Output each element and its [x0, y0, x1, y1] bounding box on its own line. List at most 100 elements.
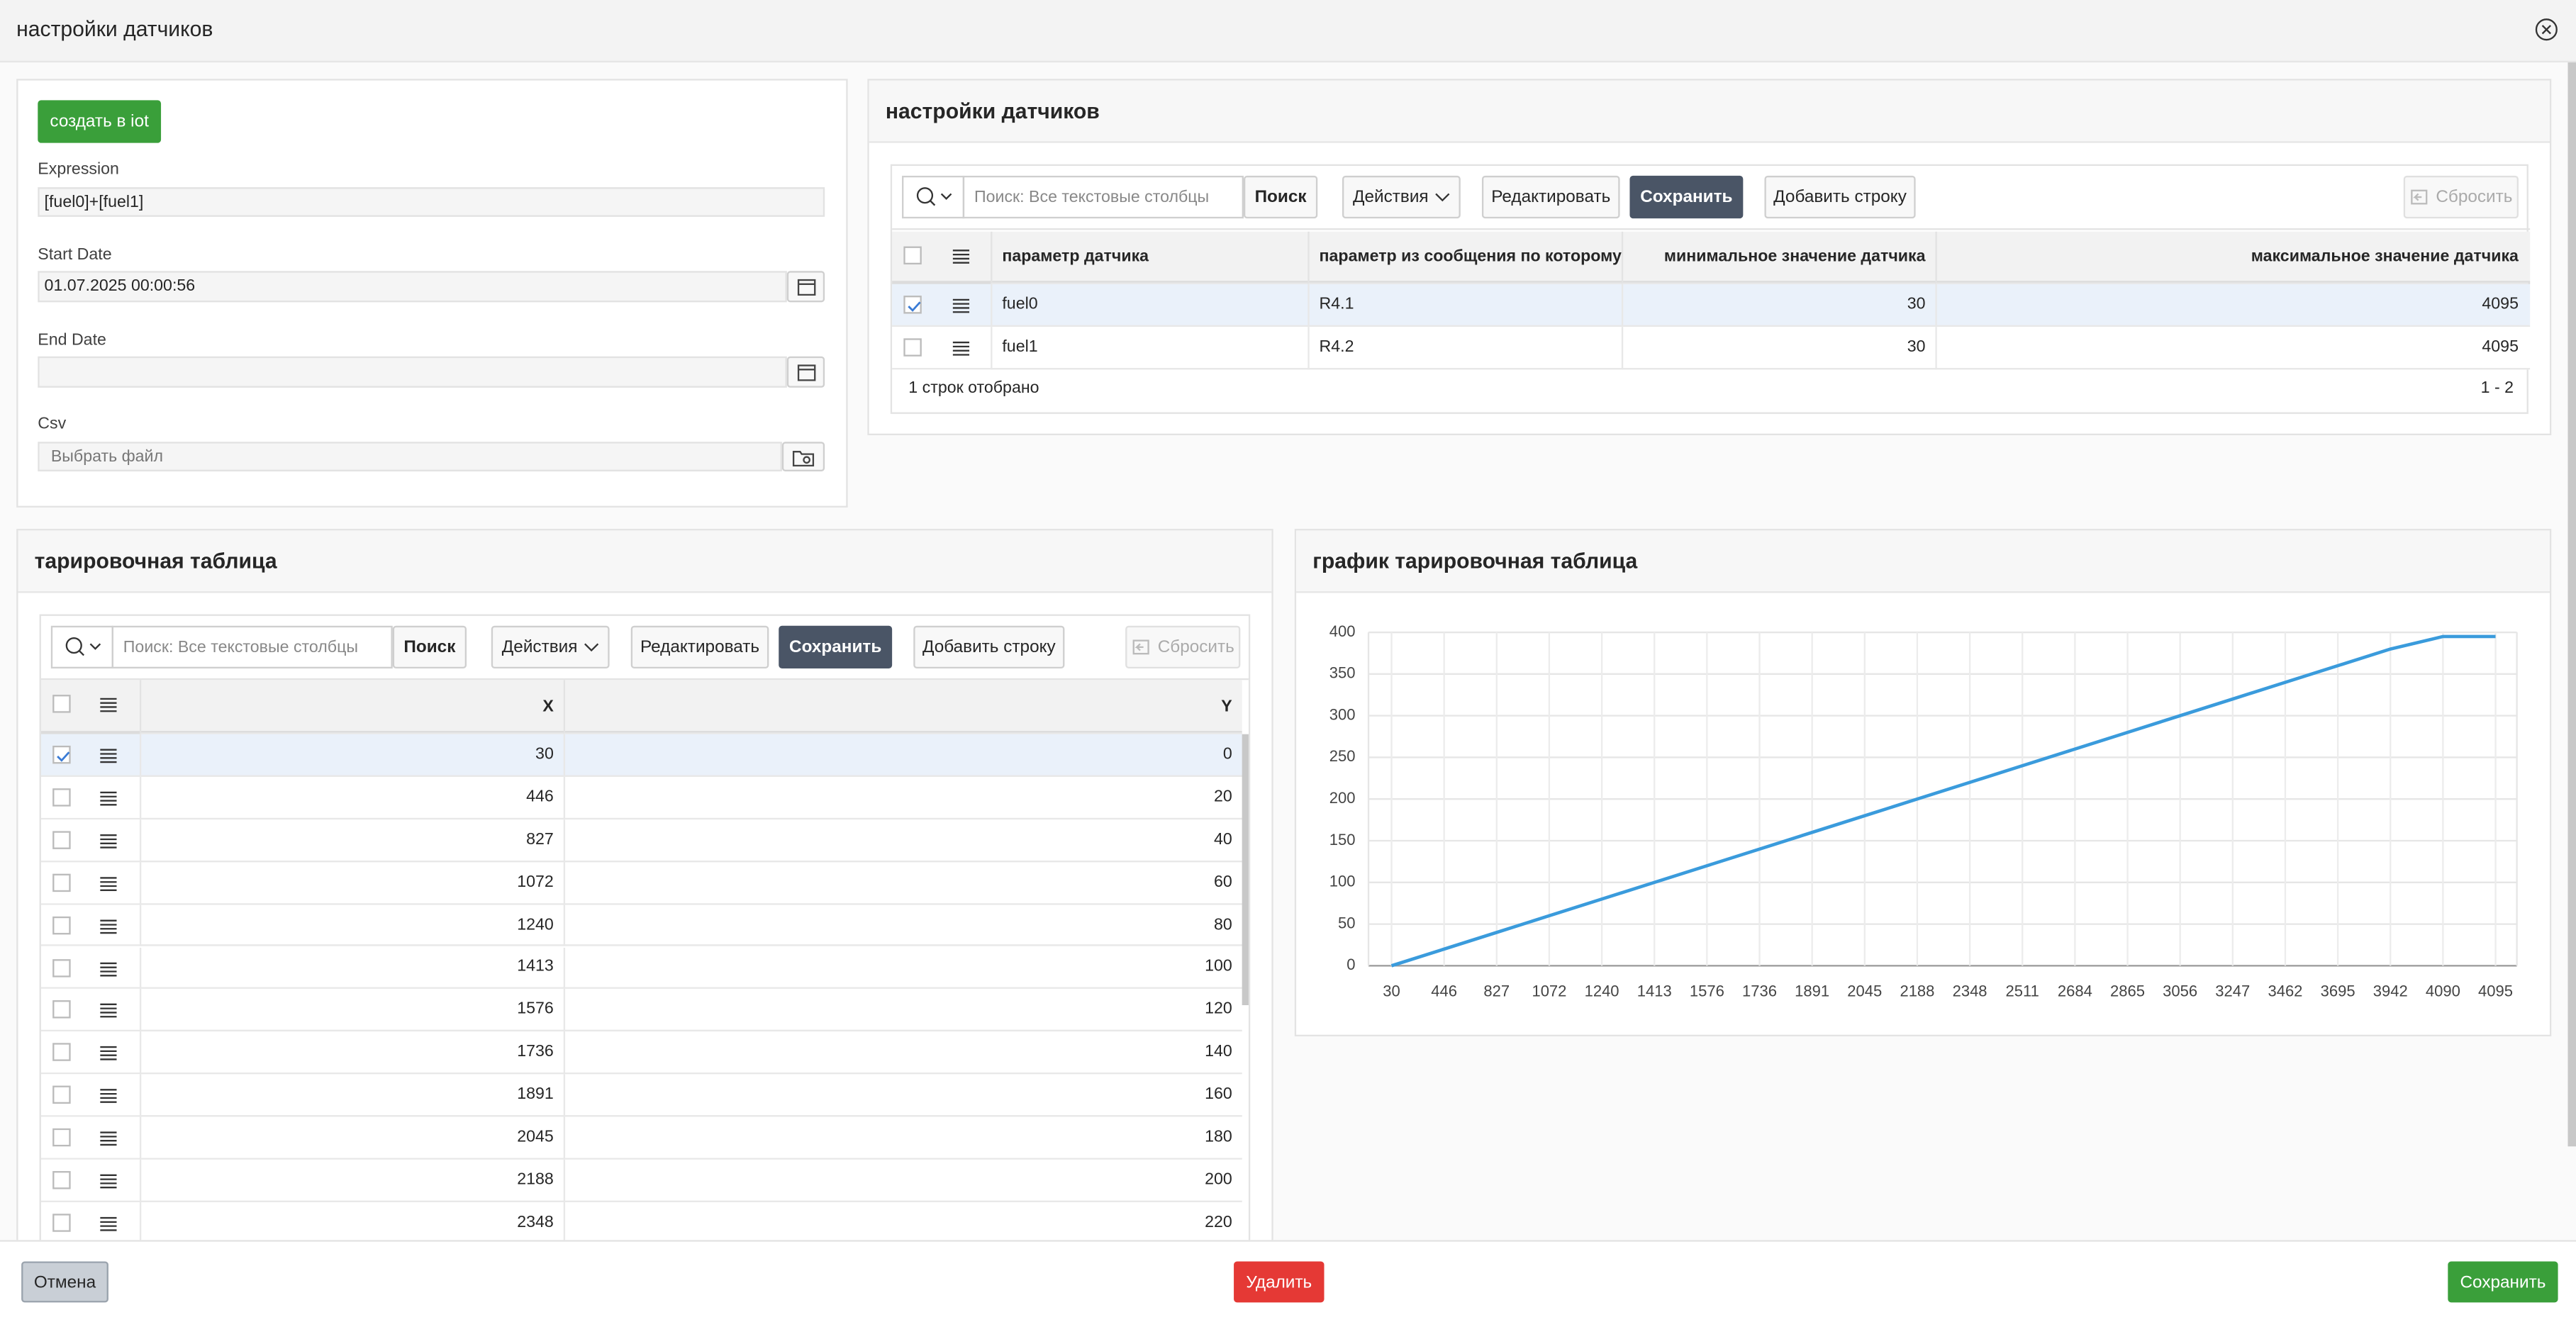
- start-date-label: Start Date: [38, 247, 111, 264]
- column-header: X: [140, 680, 564, 734]
- search-button[interactable]: Поиск: [1244, 176, 1317, 218]
- y-tick-label: 250: [1329, 747, 1356, 765]
- row-checkbox[interactable]: [52, 958, 70, 976]
- y-tick-label: 300: [1329, 705, 1356, 723]
- add-row-button[interactable]: Добавить строку: [913, 626, 1064, 668]
- grid-cell: 30: [1622, 284, 1936, 327]
- header: [0, 0, 2576, 62]
- y-tick-label: 350: [1329, 664, 1356, 682]
- row-checkbox[interactable]: [52, 831, 70, 849]
- grid-cell: 2348: [140, 1202, 564, 1245]
- row-handle: [99, 1130, 118, 1146]
- row-checkbox[interactable]: [903, 338, 921, 356]
- y-tick-label: 100: [1329, 873, 1356, 890]
- reset-button[interactable]: Сбросить: [2404, 176, 2519, 218]
- grid-cell: 2045: [140, 1117, 564, 1160]
- grid-cell: 80: [564, 905, 1242, 947]
- calendar-button[interactable]: [787, 271, 825, 302]
- x-tick-label: 3942: [2373, 982, 2408, 1000]
- y-tick-label: 50: [1338, 914, 1355, 931]
- row-handle: [99, 1172, 118, 1189]
- csv-input[interactable]: Выбрать файл: [38, 442, 782, 471]
- actions-button[interactable]: Действия: [491, 626, 610, 668]
- grid-cell: 2188: [140, 1160, 564, 1202]
- close-button[interactable]: [2535, 18, 2558, 40]
- save-button[interactable]: Сохранить: [1629, 176, 1743, 218]
- cancel-button[interactable]: Отмена: [21, 1261, 108, 1302]
- modal-title: настройки датчиков: [16, 16, 213, 41]
- row-checkbox[interactable]: [52, 873, 70, 891]
- x-tick-label: 1576: [1690, 982, 1724, 1000]
- grid-cell: 1891: [140, 1075, 564, 1117]
- search-input[interactable]: Поиск: Все текстовые столбцы: [963, 176, 1244, 218]
- row-checkbox[interactable]: [52, 1001, 70, 1019]
- grid-cell: 827: [140, 819, 564, 862]
- grid-footer-left: 1 строк отобрано: [908, 379, 1039, 397]
- row-handle: [99, 790, 118, 811]
- x-tick-label: 1736: [1742, 982, 1777, 1000]
- grid-cell: 30: [1622, 327, 1936, 369]
- expression-input[interactable]: [fuel0]+[fuel1]: [38, 187, 825, 217]
- row-checkbox[interactable]: [52, 1171, 70, 1189]
- row-checkbox[interactable]: [52, 916, 70, 934]
- folder-icon: [792, 447, 815, 465]
- row-handle: [99, 696, 118, 712]
- actions-button[interactable]: Действия: [1342, 176, 1461, 218]
- search-icon: [61, 636, 104, 659]
- row-checkbox[interactable]: [52, 1086, 70, 1104]
- row-checkbox[interactable]: [903, 296, 921, 313]
- create-button[interactable]: создать в iot: [38, 100, 161, 142]
- file-button[interactable]: [782, 442, 825, 471]
- sensors-grid: Поиск: Все текстовые столбцыПоиск Действи…: [891, 164, 2528, 414]
- x-tick-label: 3695: [2321, 982, 2355, 1000]
- edit-button[interactable]: Редактировать: [631, 626, 769, 668]
- column-header: минимальное значение датчика: [1622, 232, 1936, 284]
- x-tick-label: 30: [1383, 982, 1400, 1000]
- x-tick-label: 3056: [2163, 982, 2197, 1000]
- calendar-button[interactable]: [787, 357, 825, 388]
- select-all[interactable]: [903, 247, 921, 264]
- search-input[interactable]: Поиск: Все текстовые столбцы: [112, 626, 393, 668]
- row-handle: [99, 960, 118, 976]
- delete-button[interactable]: Удалить: [1234, 1261, 1324, 1302]
- x-tick-label: 1072: [1532, 982, 1566, 1000]
- end-date-label: End Date: [38, 332, 106, 349]
- reset-button[interactable]: Сбросить: [1125, 626, 1240, 668]
- grid-cell: 1576: [140, 990, 564, 1032]
- row-checkbox[interactable]: [52, 1129, 70, 1146]
- grid-cell: 200: [564, 1160, 1242, 1202]
- start-date-input[interactable]: 01.07.2025 00:00:56: [38, 271, 787, 302]
- panel-title: тарировочная таблица: [18, 530, 1271, 593]
- end-date-input[interactable]: [38, 357, 787, 388]
- row-checkbox[interactable]: [52, 788, 70, 806]
- grid-scrollbar[interactable]: [1242, 734, 1251, 1005]
- column-header: параметр датчика: [991, 232, 1307, 284]
- add-row-button[interactable]: Добавить строку: [1764, 176, 1915, 218]
- grid-cell: 100: [564, 947, 1242, 990]
- row-handle: [952, 340, 971, 362]
- save-button[interactable]: Сохранить: [779, 626, 892, 668]
- grid-cell: 120: [564, 990, 1242, 1032]
- search-button[interactable]: Поиск: [393, 626, 467, 668]
- row-checkbox[interactable]: [52, 746, 70, 763]
- x-tick-label: 4095: [2478, 982, 2513, 1000]
- grid-cell: 220: [564, 1202, 1242, 1245]
- row-checkbox[interactable]: [52, 1043, 70, 1061]
- row-handle: [99, 1215, 118, 1231]
- grid-cell: 0: [564, 734, 1242, 777]
- save-button[interactable]: Сохранить: [2448, 1261, 2558, 1302]
- chart: 0501001502002503003504003044682710721240…: [1295, 591, 2552, 1026]
- row-checkbox[interactable]: [52, 1214, 70, 1231]
- grid-cell: 1413: [140, 947, 564, 990]
- search-icon-button[interactable]: [902, 176, 964, 218]
- edit-button[interactable]: Редактировать: [1482, 176, 1620, 218]
- row-handle: [99, 1002, 118, 1019]
- grid-cell: 4095: [1935, 284, 2528, 327]
- row-handle: [99, 1087, 118, 1109]
- search-icon-button[interactable]: [51, 626, 113, 668]
- calendar-icon: [796, 278, 816, 296]
- panel-title: настройки датчиков: [869, 81, 2550, 143]
- scrollbar[interactable]: [2567, 62, 2576, 1146]
- select-all[interactable]: [52, 695, 70, 712]
